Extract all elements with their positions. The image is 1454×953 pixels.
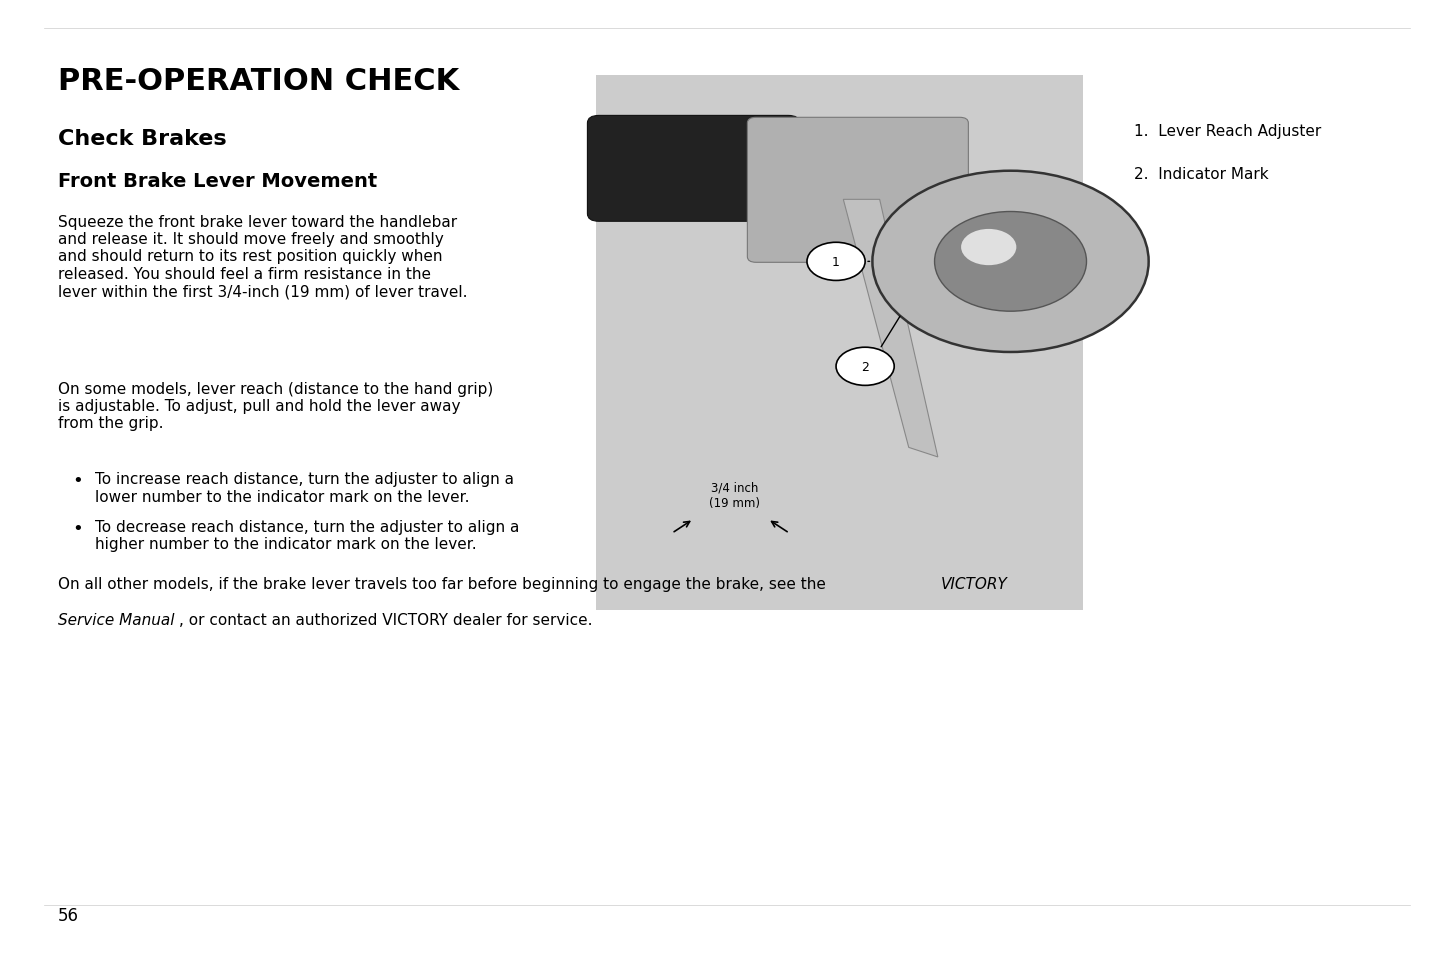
Text: 2.  Indicator Mark: 2. Indicator Mark [1134, 167, 1269, 182]
Text: 1: 1 [832, 255, 840, 269]
Text: On all other models, if the brake lever travels too far before beginning to enga: On all other models, if the brake lever … [58, 577, 830, 592]
FancyBboxPatch shape [596, 76, 1083, 610]
Circle shape [872, 172, 1149, 353]
Text: To decrease reach distance, turn the adjuster to align a
higher number to the in: To decrease reach distance, turn the adj… [95, 519, 519, 552]
Text: 56: 56 [58, 906, 79, 924]
Circle shape [961, 230, 1016, 266]
Text: Squeeze the front brake lever toward the handlebar
and release it. It should mov: Squeeze the front brake lever toward the… [58, 214, 468, 299]
Polygon shape [843, 200, 938, 457]
Text: , or contact an authorized VICTORY dealer for service.: , or contact an authorized VICTORY deale… [179, 613, 593, 628]
Text: •: • [73, 472, 83, 490]
Text: On some models, lever reach (distance to the hand grip)
is adjustable. To adjust: On some models, lever reach (distance to… [58, 381, 493, 431]
Text: Service Manual: Service Manual [58, 613, 174, 628]
Text: 2: 2 [861, 360, 869, 374]
Text: 3/4 inch
(19 mm): 3/4 inch (19 mm) [708, 481, 760, 509]
FancyBboxPatch shape [747, 118, 968, 263]
Circle shape [807, 243, 865, 281]
FancyBboxPatch shape [587, 116, 800, 222]
Text: •: • [73, 519, 83, 537]
Text: To increase reach distance, turn the adjuster to align a
lower number to the ind: To increase reach distance, turn the adj… [95, 472, 513, 504]
Text: PRE-OPERATION CHECK: PRE-OPERATION CHECK [58, 67, 459, 95]
Text: Front Brake Lever Movement: Front Brake Lever Movement [58, 172, 378, 191]
Circle shape [836, 348, 894, 386]
Text: VICTORY: VICTORY [941, 577, 1008, 592]
Circle shape [935, 213, 1086, 312]
Text: Check Brakes: Check Brakes [58, 129, 227, 149]
Text: 1.  Lever Reach Adjuster: 1. Lever Reach Adjuster [1134, 124, 1322, 139]
